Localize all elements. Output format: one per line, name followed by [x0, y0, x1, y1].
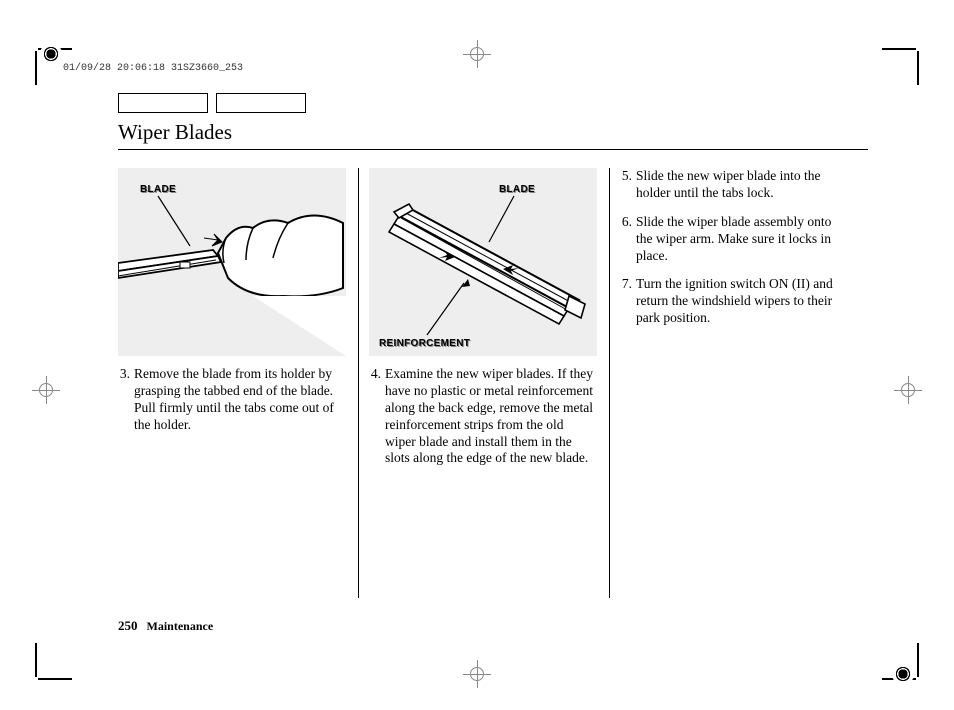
step-7: 7. Turn the ignition switch ON (II) and … [620, 276, 848, 327]
page-number: 250 [118, 618, 138, 633]
print-timestamp: 01/09/28 20:06:18 31SZ3660_253 [63, 63, 243, 74]
step-3-number: 3. [118, 366, 134, 434]
registration-dot-tl [40, 43, 62, 65]
step-5-text: Slide the new wiper blade into the holde… [636, 168, 848, 202]
crop-mark-tr [900, 31, 936, 67]
crosshair-right [894, 376, 922, 404]
crop-mark-bl [18, 661, 54, 697]
crosshair-left [32, 376, 60, 404]
crosshair-bottom [463, 660, 491, 688]
step-6: 6. Slide the wiper blade assembly onto t… [620, 214, 848, 265]
title-rule [118, 149, 868, 150]
step-5-number: 5. [620, 168, 636, 202]
page-title: Wiper Blades [118, 120, 868, 145]
figure-blade-removal: BLADE [118, 168, 346, 356]
registration-dot-br [892, 663, 914, 685]
header-placeholder-boxes [118, 93, 306, 113]
column-3: 5. Slide the new wiper blade into the ho… [620, 168, 860, 598]
figure-reinforcement: BLADE REINFORCEMENT [369, 168, 597, 356]
step-5: 5. Slide the new wiper blade into the ho… [620, 168, 848, 202]
step-6-number: 6. [620, 214, 636, 265]
step-3: 3. Remove the blade from its holder by g… [118, 366, 346, 434]
step-3-text: Remove the blade from its holder by gras… [134, 366, 346, 434]
step-7-text: Turn the ignition switch ON (II) and ret… [636, 276, 848, 327]
crosshair-top [463, 40, 491, 68]
content-columns: BLADE [118, 168, 868, 598]
step-4-text: Examine the new wiper blades. If they ha… [385, 366, 597, 467]
column-separator-2 [609, 168, 610, 598]
page-footer: 250 Maintenance [118, 618, 213, 634]
step-7-number: 7. [620, 276, 636, 327]
section-name: Maintenance [147, 619, 214, 633]
column-2: BLADE REINFORCEMENT [369, 168, 609, 598]
column-separator-1 [358, 168, 359, 598]
step-6-text: Slide the wiper blade assembly onto the … [636, 214, 848, 265]
step-4-number: 4. [369, 366, 385, 467]
step-4: 4. Examine the new wiper blades. If they… [369, 366, 597, 467]
column-1: BLADE [118, 168, 358, 598]
